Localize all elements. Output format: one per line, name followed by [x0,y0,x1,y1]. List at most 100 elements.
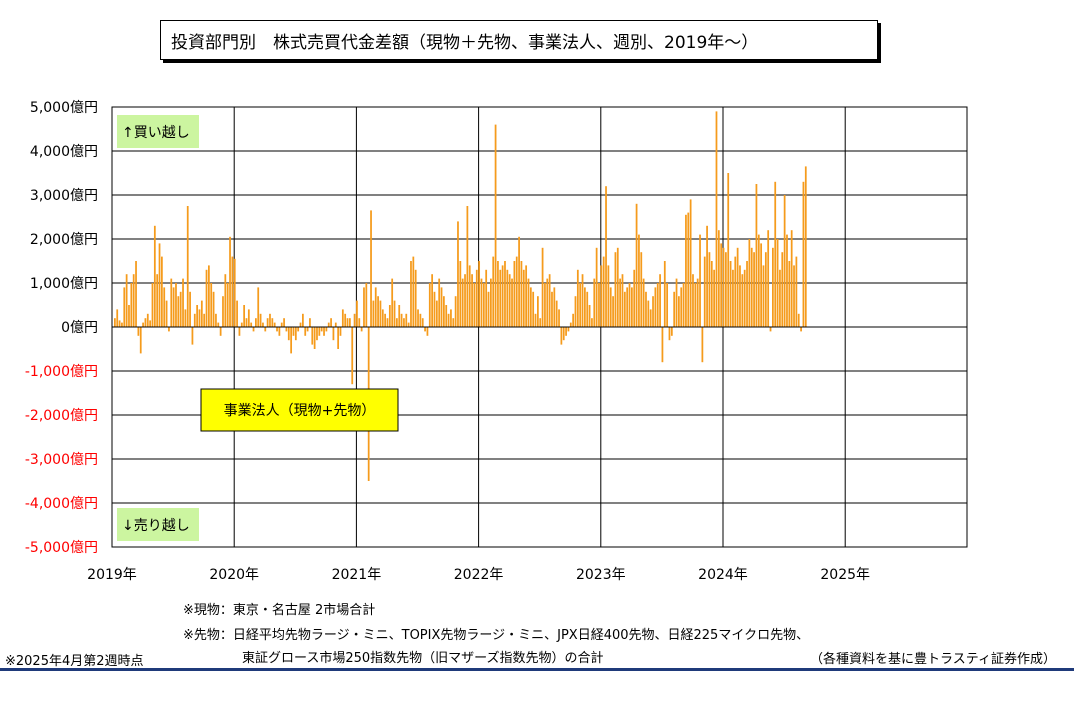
bar [743,269,746,327]
bar [562,327,565,341]
bar [560,327,563,345]
bar [186,206,189,327]
bar [499,269,502,327]
bar [466,206,469,327]
bar [349,318,351,327]
bar [652,296,654,327]
bar [513,261,516,327]
y-tick-label: -5,000億円 [25,540,98,556]
bar [123,287,126,327]
bar [546,278,549,327]
bar [612,296,614,327]
bar [175,283,177,327]
y-tick-label: -3,000億円 [25,452,98,468]
bar [128,305,130,327]
bar [132,274,135,327]
bar [527,278,530,327]
bar [116,309,119,327]
bar [748,239,751,327]
bar [172,287,175,327]
bar [504,261,506,327]
bar [680,287,683,327]
bar [386,318,389,327]
bar [654,287,657,327]
bar [222,296,224,327]
bar [779,269,781,327]
bar [212,291,215,327]
bar [377,296,379,327]
bar [468,265,471,327]
sell-label-box [117,508,199,541]
bar [755,184,758,327]
bar [407,322,410,327]
bar [717,230,720,327]
bar [193,313,196,327]
bar [508,274,511,327]
bar [332,327,335,341]
bar [410,261,412,327]
bar [760,243,763,327]
bar [144,318,147,327]
bar [661,327,664,363]
bar [673,291,676,327]
bar [431,274,434,327]
bar [198,309,201,327]
bar [750,247,753,327]
bar [786,234,788,327]
bar [353,313,356,327]
chart-title: 投資部門別 株式売買代金差額（現物＋先物、事業法人、週別、2019年～） [160,20,878,60]
bar [447,313,450,327]
bar [137,327,140,336]
chart-title-text: 投資部門別 株式売買代金差額（現物＋先物、事業法人、週別、2019年～） [171,32,759,53]
bar [581,274,584,327]
bar [299,322,302,327]
y-tick-label: -4,000億円 [25,496,98,512]
bar [482,283,485,327]
bar [616,247,619,327]
bar [426,327,429,336]
bar [208,265,210,327]
bar [412,256,415,327]
bar [309,318,311,327]
bar [494,124,497,327]
bar [579,283,582,327]
bar [687,212,690,327]
bar [276,327,278,332]
bar [539,318,542,327]
bar [341,309,344,327]
bar [327,322,330,327]
bar [701,327,704,363]
bar [741,274,744,327]
legend-label: 事業法人（現物+先物） [224,403,376,419]
bar [257,287,260,327]
bar [685,214,687,327]
bar [226,283,229,327]
bar [224,274,227,327]
bar [135,261,137,327]
bar [598,283,600,327]
bar [713,269,716,327]
bar [316,327,318,341]
bar [800,327,802,332]
bar [584,287,586,327]
bar [696,278,699,327]
bar [168,327,170,332]
bar [182,278,184,327]
bar [245,318,248,327]
bar [240,322,243,327]
bar [772,247,774,327]
bar [290,327,293,354]
bar [262,322,264,327]
bar [417,309,419,327]
bar [600,265,603,327]
bar [252,327,255,332]
bar [287,327,290,341]
bar [762,265,765,327]
x-tick-label: 2021年 [332,567,382,583]
bar [374,287,377,327]
bar [715,111,718,328]
bar [396,318,398,327]
bar [372,300,375,327]
sell-label: ↓売り越し [122,518,190,534]
bar [605,186,607,327]
